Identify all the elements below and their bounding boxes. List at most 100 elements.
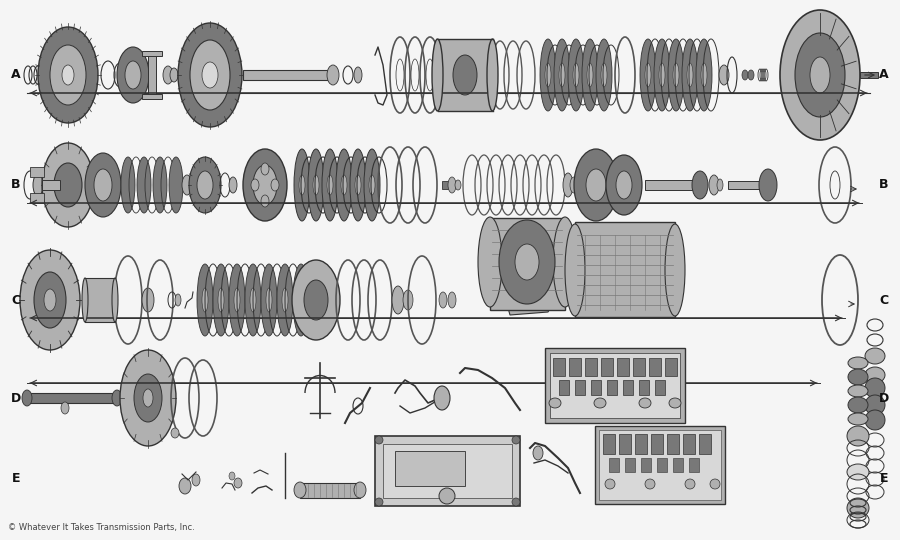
Ellipse shape — [515, 244, 539, 280]
Ellipse shape — [354, 482, 366, 498]
Bar — [30, 167, 44, 177]
Ellipse shape — [668, 39, 684, 111]
Ellipse shape — [189, 157, 221, 213]
Bar — [601, 358, 613, 376]
Ellipse shape — [202, 288, 208, 312]
Ellipse shape — [499, 220, 555, 304]
Ellipse shape — [143, 389, 153, 407]
Ellipse shape — [182, 175, 192, 195]
Ellipse shape — [512, 436, 520, 444]
Ellipse shape — [121, 157, 135, 213]
Bar — [30, 193, 44, 203]
Ellipse shape — [848, 428, 868, 438]
Ellipse shape — [261, 264, 277, 336]
Ellipse shape — [685, 479, 695, 489]
Ellipse shape — [20, 250, 80, 350]
Ellipse shape — [687, 63, 693, 87]
Ellipse shape — [304, 280, 328, 320]
Ellipse shape — [810, 57, 830, 93]
Ellipse shape — [293, 264, 309, 336]
Bar — [595, 426, 725, 504]
Ellipse shape — [717, 179, 723, 191]
Ellipse shape — [865, 378, 885, 398]
Ellipse shape — [586, 169, 606, 201]
Bar — [599, 430, 721, 500]
Ellipse shape — [192, 474, 200, 486]
Ellipse shape — [243, 149, 287, 221]
Ellipse shape — [639, 398, 651, 408]
Ellipse shape — [748, 70, 754, 80]
Ellipse shape — [645, 63, 651, 87]
Ellipse shape — [294, 482, 306, 498]
Ellipse shape — [250, 288, 256, 312]
Ellipse shape — [336, 149, 352, 221]
Ellipse shape — [153, 157, 167, 213]
Bar — [635, 434, 647, 454]
Bar — [300, 483, 360, 498]
Ellipse shape — [120, 350, 176, 446]
Bar — [142, 51, 162, 56]
Ellipse shape — [696, 39, 712, 111]
Ellipse shape — [719, 65, 729, 85]
Text: B: B — [11, 179, 21, 192]
Text: E: E — [12, 471, 20, 484]
Ellipse shape — [645, 479, 655, 489]
Text: A: A — [11, 69, 21, 82]
Ellipse shape — [234, 478, 242, 488]
Ellipse shape — [369, 175, 375, 195]
Ellipse shape — [218, 288, 224, 312]
Ellipse shape — [341, 175, 347, 195]
Ellipse shape — [594, 398, 606, 408]
Bar — [728, 181, 768, 189]
Ellipse shape — [654, 39, 670, 111]
Ellipse shape — [669, 398, 681, 408]
Ellipse shape — [865, 348, 885, 364]
Ellipse shape — [229, 177, 237, 193]
Ellipse shape — [142, 288, 154, 312]
Bar — [673, 458, 683, 472]
Ellipse shape — [54, 163, 82, 207]
Bar — [490, 218, 565, 310]
Ellipse shape — [434, 386, 450, 410]
Ellipse shape — [605, 479, 615, 489]
Ellipse shape — [245, 264, 261, 336]
Ellipse shape — [170, 68, 178, 82]
Ellipse shape — [229, 264, 245, 336]
Text: D: D — [11, 392, 21, 404]
Ellipse shape — [34, 272, 66, 328]
Bar — [609, 458, 619, 472]
Ellipse shape — [350, 149, 366, 221]
Bar — [559, 380, 569, 395]
Ellipse shape — [865, 367, 885, 383]
Bar — [575, 222, 675, 317]
Ellipse shape — [540, 39, 556, 111]
Bar — [383, 444, 512, 498]
Ellipse shape — [512, 498, 520, 506]
Ellipse shape — [606, 155, 642, 215]
Ellipse shape — [448, 292, 456, 308]
Ellipse shape — [392, 286, 404, 314]
Bar — [645, 180, 700, 190]
Ellipse shape — [865, 410, 885, 430]
Bar — [667, 434, 679, 454]
Bar — [553, 358, 565, 376]
Ellipse shape — [327, 65, 339, 85]
Ellipse shape — [742, 70, 748, 80]
Ellipse shape — [570, 177, 578, 193]
Ellipse shape — [448, 177, 456, 193]
Ellipse shape — [364, 149, 380, 221]
Ellipse shape — [432, 39, 443, 111]
Ellipse shape — [848, 385, 868, 397]
Text: D: D — [879, 392, 889, 404]
Text: © Whatever It Takes Transmission Parts, Inc.: © Whatever It Takes Transmission Parts, … — [8, 523, 194, 532]
Ellipse shape — [112, 278, 118, 322]
Ellipse shape — [375, 498, 383, 506]
Ellipse shape — [322, 149, 338, 221]
Ellipse shape — [563, 173, 573, 197]
Ellipse shape — [682, 39, 698, 111]
Bar — [545, 348, 685, 423]
Bar — [569, 358, 581, 376]
Ellipse shape — [61, 402, 69, 414]
Ellipse shape — [112, 390, 122, 406]
Ellipse shape — [169, 157, 183, 213]
